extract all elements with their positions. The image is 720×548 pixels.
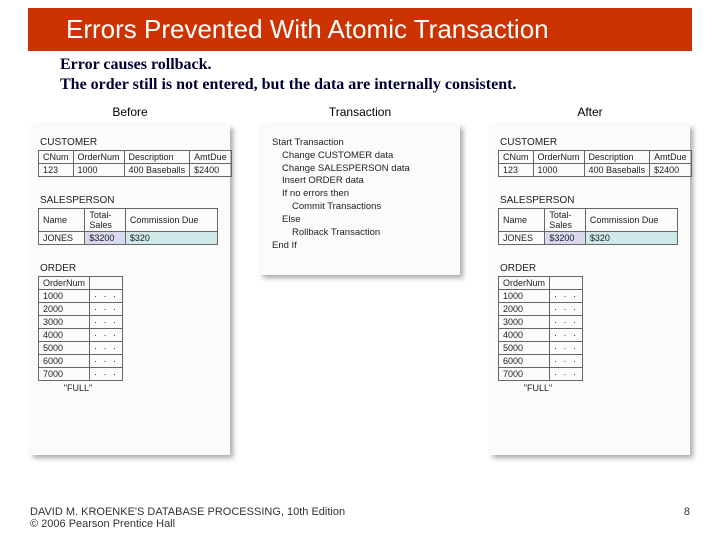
customer-title: CUSTOMER — [40, 137, 218, 148]
table-row: JONES $3200 $320 — [499, 232, 678, 245]
salesperson-title: SALESPERSON — [40, 195, 218, 206]
customer-table: CNum OrderNum Description AmtDue 123 100… — [498, 150, 692, 177]
before-panel: CUSTOMER CNum OrderNum Description AmtDu… — [30, 125, 230, 455]
table-row: JONES $3200 $320 — [39, 232, 218, 245]
transaction-panel: Start Transaction Change CUSTOMER data C… — [260, 125, 460, 275]
subtitle-line-2: The order still is not entered, but the … — [60, 76, 516, 93]
slide-title: Errors Prevented With Atomic Transaction — [28, 8, 692, 51]
th-desc: Description — [124, 151, 190, 164]
slide-footer: DAVID M. KROENKE'S DATABASE PROCESSING, … — [30, 506, 690, 530]
transaction-label: Transaction — [329, 105, 391, 119]
diagram-panels: Before CUSTOMER CNum OrderNum Descriptio… — [0, 105, 720, 455]
transaction-column: Transaction Start Transaction Change CUS… — [260, 105, 460, 455]
salesperson-title: SALESPERSON — [500, 195, 678, 206]
full-label: "FULL" — [498, 383, 578, 393]
before-label: Before — [112, 105, 147, 119]
salesperson-table: Name Total- Sales Commission Due JONES $… — [498, 208, 678, 245]
after-label: After — [577, 105, 602, 119]
order-table: OrderNum 1000· · · 2000· · · 3000· · · 4… — [498, 276, 583, 381]
th-amt: AmtDue — [190, 151, 232, 164]
subtitle-line-1: Error causes rollback. — [60, 56, 212, 73]
full-label: "FULL" — [38, 383, 118, 393]
page-number: 8 — [684, 506, 690, 530]
customer-table: CNum OrderNum Description AmtDue 123 100… — [38, 150, 232, 177]
order-title: ORDER — [40, 263, 218, 274]
customer-title: CUSTOMER — [500, 137, 678, 148]
salesperson-table: Name Total- Sales Commission Due JONES $… — [38, 208, 218, 245]
slide-subtitle: Error causes rollback. The order still i… — [60, 55, 720, 95]
table-row: 123 1000 400 Baseballs $2400 — [39, 164, 232, 177]
footer-text: DAVID M. KROENKE'S DATABASE PROCESSING, … — [30, 506, 345, 530]
after-column: After CUSTOMER CNum OrderNum Description… — [490, 105, 690, 455]
before-column: Before CUSTOMER CNum OrderNum Descriptio… — [30, 105, 230, 455]
th-cnum: CNum — [39, 151, 74, 164]
after-panel: CUSTOMER CNum OrderNum Description AmtDu… — [490, 125, 690, 455]
order-table: OrderNum 1000· · · 2000· · · 3000· · · 4… — [38, 276, 123, 381]
table-row: 123 1000 400 Baseballs $2400 — [499, 164, 692, 177]
order-title: ORDER — [500, 263, 678, 274]
th-ordernum: OrderNum — [73, 151, 124, 164]
